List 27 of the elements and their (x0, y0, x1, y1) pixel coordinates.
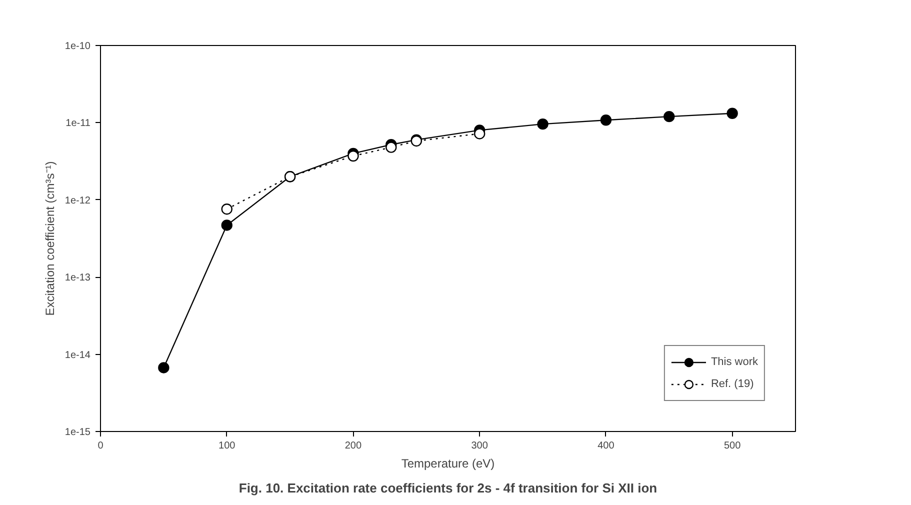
legend-label: This work (710, 356, 758, 368)
y-tick-label: 1e-12 (64, 195, 91, 206)
x-axis-title: Temperature (eV) (401, 456, 495, 470)
x-tick-label: 200 (344, 440, 362, 452)
point (348, 150, 359, 162)
point (537, 118, 548, 130)
y-tick-label: 1e-10 (64, 41, 91, 52)
y-tick-label: 1e-15 (64, 427, 91, 438)
point (664, 110, 675, 122)
point (221, 220, 232, 231)
y-axis-title: Excitation coefficient (cm³s⁻¹) (42, 161, 57, 316)
y-tick-label: 1e-14 (64, 350, 91, 361)
point (726, 108, 738, 119)
x-tick-label: 100 (218, 440, 236, 452)
x-tick-label: 400 (598, 440, 615, 452)
text: Fig. 10. Excitation rate coefficients for 2s - 4f transition for Si XII ion (238, 480, 658, 496)
point (474, 128, 486, 140)
y-tick-label: 1e-13 (64, 272, 91, 284)
point (600, 114, 612, 126)
x-tick-label: 0 (98, 440, 104, 452)
legend-label: Ref. (19) (710, 378, 754, 390)
point (386, 142, 397, 153)
y-tick-label: 1e-11 (66, 118, 91, 130)
point (221, 204, 232, 215)
x-tick-label: 300 (471, 440, 488, 452)
point (158, 362, 170, 374)
x-tick-label: 500 (724, 440, 742, 452)
